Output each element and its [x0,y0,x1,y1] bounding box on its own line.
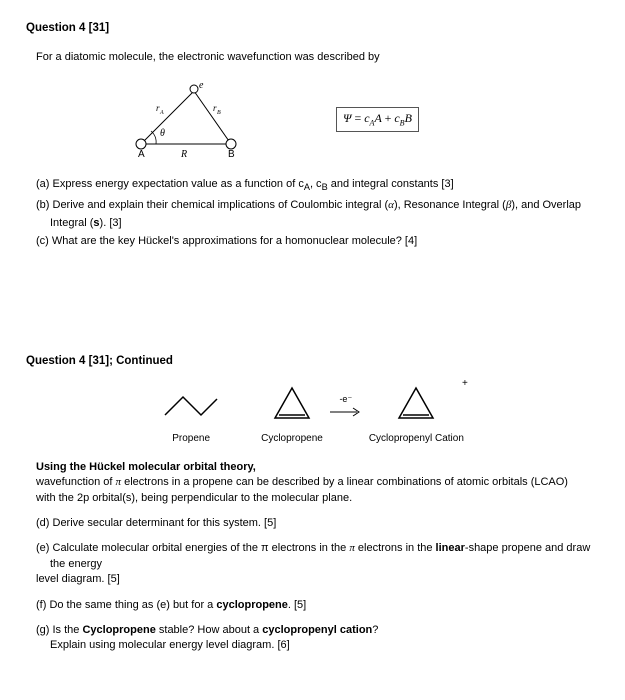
huckel-body-1: wavefunction of π electrons in a propene… [36,476,568,488]
part-f-bold: cyclopropene [216,599,288,611]
svg-text:B: B [228,149,235,159]
part-c: (c) What are the key Hückel's approximat… [36,234,599,249]
huckel-body-2: with the 2p orbital(s), being perpendicu… [36,492,352,504]
svg-text:θ: θ [160,128,165,139]
part-e-pi: π [349,542,355,554]
part-f: (f) Do the same thing as (e) but for a c… [36,598,599,613]
A-sym: A [374,111,381,125]
part-e-pre: (e) Calculate molecular orbital energies… [36,542,349,554]
question-title: Question 4 [31] [26,20,599,36]
diatomic-diagram: e r A r B θ A R B [126,79,266,159]
part-a: (a) Express energy expectation value as … [36,177,599,194]
part-g-line1: (g) Is the Cyclopropene stable? How abou… [36,623,599,638]
plus-arrow-label [329,423,363,436]
propene-item: Propene [161,387,221,446]
huckel-head-bold: Using the Hückel molecular orbital theor… [36,461,256,473]
parts-block-2: (d) Derive secular determinant for this … [36,516,599,654]
cyclopropene-item: Cyclopropene [261,383,323,446]
eq-sign: = [354,111,361,125]
part-g-b2: cyclopropenyl cation [262,624,372,636]
question-title-continued: Question 4 [31]; Continued [26,353,599,369]
svg-text:e: e [199,80,204,91]
huckel-heading: Using the Hückel molecular orbital theor… [36,460,599,506]
part-f-pre: (f) Do the same thing as (e) but for a [36,599,216,611]
part-f-post: . [5] [288,599,306,611]
part-g-b1: Cyclopropene [82,624,155,636]
cation-plus: + [462,377,468,391]
part-b: (b) Derive and explain their chemical im… [36,198,599,213]
svg-text:B: B [217,110,221,116]
intro-text: For a diatomic molecule, the electronic … [36,50,599,65]
cyclopropenyl-item: + Cyclopropenyl Cation [369,383,464,446]
svg-text:A: A [138,149,145,159]
svg-text:R: R [180,149,187,159]
psi-symbol: Ψ [343,111,351,125]
part-e-bold: linear [436,542,465,554]
cyclopropene-icon [271,383,313,423]
part-g-pre: (g) Is the [36,624,82,636]
cyclopropene-label: Cyclopropene [261,432,323,446]
part-e-line1: (e) Calculate molecular orbital energies… [36,541,599,572]
propene-icon [161,387,221,423]
figure-row: e r A r B θ A R B Ψ = cAA + cBB [126,79,599,159]
reaction-arrow-icon [329,406,363,418]
svg-text:A: A [159,110,164,116]
plus-sign: + [385,111,392,125]
wavefunction-equation: Ψ = cAA + cBB [336,107,419,132]
B-sym: B [405,111,412,125]
spacer [26,253,599,353]
part-d: (d) Derive secular determinant for this … [36,516,599,531]
minus-e-label: -e⁻ [329,393,363,406]
cyclopropenyl-label: Cyclopropenyl Cation [369,432,464,446]
part-b-cont: Integral (s). [3] [50,216,599,231]
cyclopropene-arrow-group: Cyclopropene -e⁻ + Cyclopropenyl Cation [261,383,464,446]
parts-block-1: (a) Express energy expectation value as … [36,177,599,249]
molecules-row: Propene Cyclopropene -e⁻ + [26,383,599,446]
part-g-mid: stable? How about a [156,624,262,636]
part-e-line2: level diagram. [5] [36,572,599,587]
cyclopropenyl-icon [395,383,437,423]
part-g-end: ? [372,624,378,636]
propene-label: Propene [161,432,221,446]
part-g-line2: Explain using molecular energy level dia… [50,638,599,653]
